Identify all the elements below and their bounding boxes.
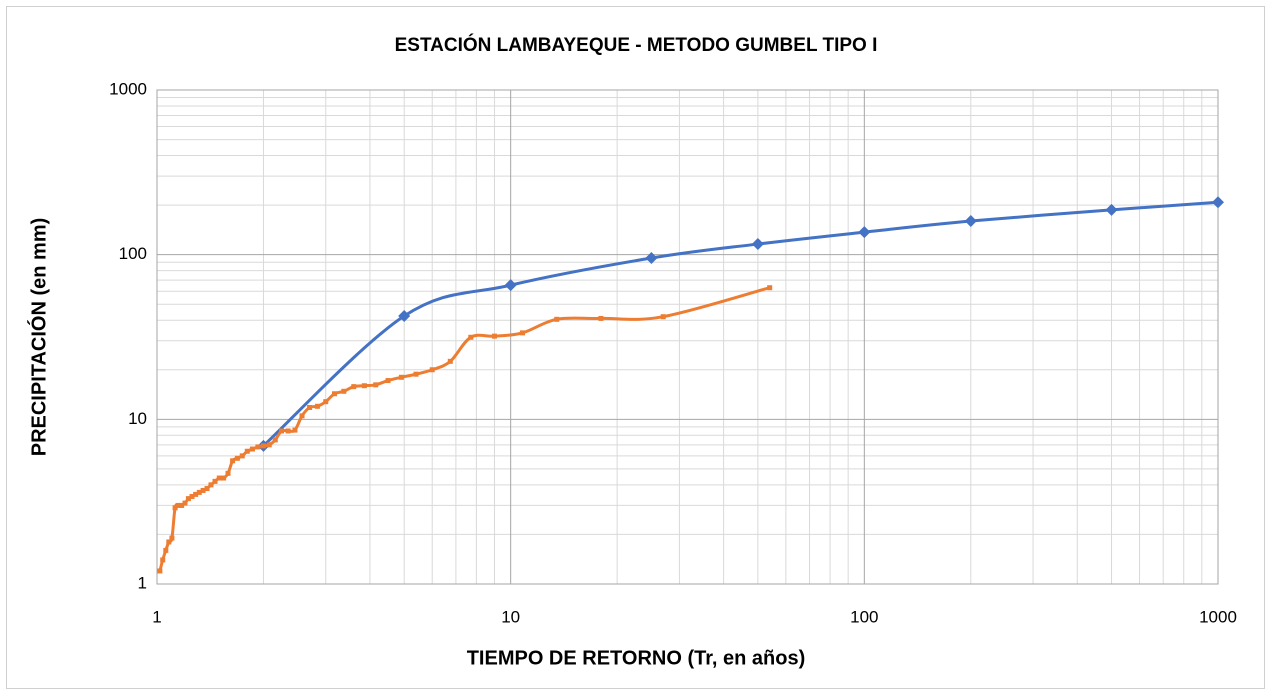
point <box>160 557 166 563</box>
point <box>169 535 175 541</box>
point <box>660 314 666 320</box>
y-tick-label: 1000 <box>109 79 147 98</box>
point <box>193 491 199 497</box>
point <box>234 455 240 461</box>
point <box>200 487 206 493</box>
point <box>260 443 266 449</box>
point <box>323 399 329 405</box>
chart-border <box>6 6 1265 689</box>
point <box>598 315 604 321</box>
point <box>385 378 391 384</box>
point <box>468 334 474 340</box>
point <box>179 502 185 508</box>
point <box>172 505 178 511</box>
y-tick-label: 1 <box>138 573 147 592</box>
point <box>491 333 497 339</box>
grid <box>156 89 1219 585</box>
point <box>204 486 210 492</box>
point <box>351 384 357 390</box>
point <box>314 403 320 409</box>
x-axis-label: TIEMPO DE RETORNO (Tr, en años) <box>467 647 806 669</box>
point <box>858 226 871 239</box>
chart-title: ESTACIÓN LAMBAYEQUE - METODO GUMBEL TIPO… <box>395 34 878 56</box>
x-tick-label: 100 <box>850 607 878 626</box>
plot <box>157 196 1224 574</box>
point <box>361 383 367 389</box>
point <box>447 358 453 364</box>
point <box>249 446 255 452</box>
point <box>212 478 218 484</box>
point <box>255 444 261 450</box>
point <box>767 285 773 291</box>
y-tick-label: 10 <box>128 409 147 428</box>
point <box>307 404 313 410</box>
point <box>216 475 222 481</box>
point <box>554 316 560 322</box>
point <box>331 391 337 397</box>
point <box>244 448 250 454</box>
point <box>239 453 245 459</box>
point <box>373 382 379 388</box>
point <box>157 568 163 574</box>
point <box>196 489 202 495</box>
point <box>292 427 298 433</box>
y-axis-label: PRECIPITACIÓN (en mm) <box>26 218 50 457</box>
point <box>645 252 658 265</box>
point <box>1212 196 1224 209</box>
point <box>504 279 517 292</box>
y-tick-label: 100 <box>119 244 147 263</box>
point <box>398 374 404 380</box>
point <box>341 388 347 394</box>
point <box>299 413 305 419</box>
point <box>166 539 172 545</box>
point <box>519 330 525 336</box>
x-tick-label: 1 <box>152 607 161 626</box>
point <box>175 502 181 508</box>
point <box>285 428 291 434</box>
point <box>230 458 236 464</box>
x-tick-label: 10 <box>501 607 520 626</box>
point <box>429 367 435 373</box>
point <box>272 437 278 443</box>
point <box>185 496 191 502</box>
point <box>225 470 231 476</box>
point <box>189 493 195 499</box>
plot-border <box>156 89 1219 585</box>
x-tick-label: 1000 <box>1199 607 1237 626</box>
point <box>208 482 214 488</box>
point <box>182 500 188 506</box>
point <box>221 475 227 481</box>
point <box>266 442 272 448</box>
point <box>964 215 977 228</box>
point <box>279 428 285 434</box>
point <box>163 547 169 553</box>
point <box>751 238 764 251</box>
point <box>1105 203 1118 216</box>
point <box>413 371 419 377</box>
point <box>398 310 411 323</box>
